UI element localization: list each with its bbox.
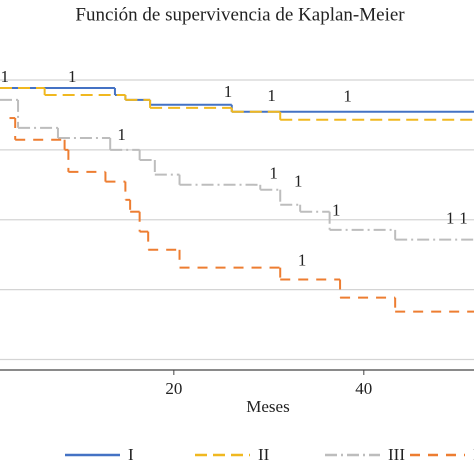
legend-label: II	[258, 445, 270, 464]
censor-label: 1	[68, 67, 77, 86]
censor-label: 1	[298, 251, 307, 270]
censor-label: 1	[343, 87, 352, 106]
censor-label: 1	[0, 67, 9, 86]
censor-label: 1	[269, 164, 278, 183]
censor-label: 1	[459, 209, 468, 228]
censor-label: 1	[117, 125, 126, 144]
legend-label: I	[128, 445, 134, 464]
chart-title: Función de supervivencia de Kaplan-Meier	[75, 4, 405, 25]
censor-label: 1	[332, 201, 341, 220]
x-tick-label: 40	[355, 379, 372, 398]
censor-label: 1	[294, 172, 303, 191]
x-tick-label: 20	[165, 379, 182, 398]
censor-label: 1	[224, 82, 233, 101]
censor-label: 1	[446, 209, 455, 228]
x-axis-label: Meses	[246, 397, 289, 416]
censor-label: 1	[267, 86, 276, 105]
legend-label: III	[388, 445, 405, 464]
